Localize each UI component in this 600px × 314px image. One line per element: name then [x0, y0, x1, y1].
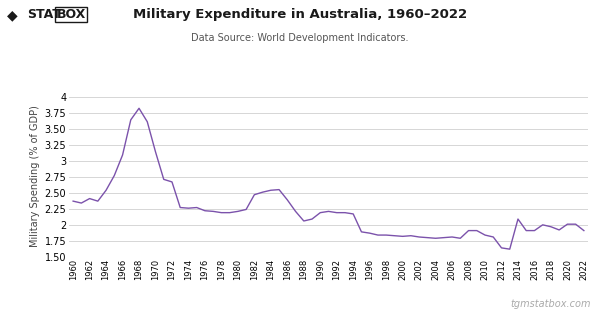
- Text: BOX: BOX: [56, 8, 86, 21]
- Text: Data Source: World Development Indicators.: Data Source: World Development Indicator…: [191, 33, 409, 43]
- Text: ◆: ◆: [7, 8, 18, 22]
- Y-axis label: Military Spending (% of GDP): Military Spending (% of GDP): [31, 105, 40, 247]
- Text: Military Expenditure in Australia, 1960–2022: Military Expenditure in Australia, 1960–…: [133, 8, 467, 21]
- Text: STAT: STAT: [27, 8, 61, 21]
- Text: tgmstatbox.com: tgmstatbox.com: [511, 299, 591, 309]
